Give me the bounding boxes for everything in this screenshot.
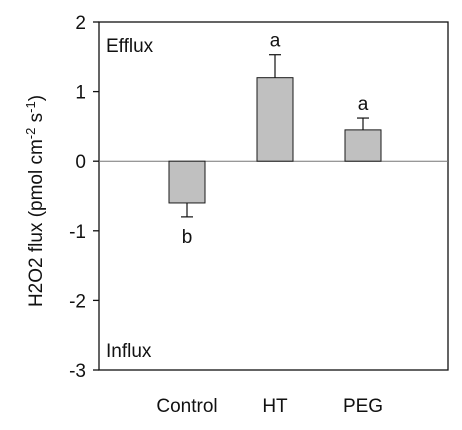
bar-control bbox=[168, 160, 206, 204]
x-tick-label-ht: HT bbox=[262, 396, 288, 417]
y-tick-label-0: -3 bbox=[69, 361, 86, 382]
corner-label-efflux: Efflux bbox=[106, 36, 154, 57]
significance-label-ht: a bbox=[270, 31, 281, 52]
significance-label-peg: a bbox=[358, 94, 369, 115]
y-tick-label-4: 1 bbox=[75, 83, 86, 104]
y-axis-title-end: ) bbox=[26, 95, 47, 101]
y-axis-title-mid: s bbox=[26, 113, 47, 128]
significance-label-control: b bbox=[182, 227, 193, 248]
plot-frame bbox=[98, 21, 449, 371]
y-axis-title-exp2: -1 bbox=[23, 101, 38, 113]
y-tick-label-3: 0 bbox=[75, 152, 86, 173]
bar-peg bbox=[344, 129, 382, 162]
corner-label-influx: Influx bbox=[106, 341, 152, 362]
plot-area: -3 -2 -1 0 1 2 b Control a HT a PEG bbox=[69, 13, 449, 417]
bar-ht bbox=[256, 77, 294, 162]
y-axis-title-exp1: -2 bbox=[23, 128, 38, 140]
x-tick-label-control: Control bbox=[156, 396, 217, 417]
y-axis-title: H2O2 flux (pmol cm-2 s-1) bbox=[23, 95, 48, 307]
y-tick-label-5: 2 bbox=[75, 13, 86, 34]
y-tick-label-2: -1 bbox=[69, 222, 86, 243]
y-axis-title-base: H2O2 flux (pmol cm bbox=[26, 139, 47, 307]
y-tick-label-1: -2 bbox=[69, 291, 86, 312]
x-tick-label-peg: PEG bbox=[343, 396, 383, 417]
